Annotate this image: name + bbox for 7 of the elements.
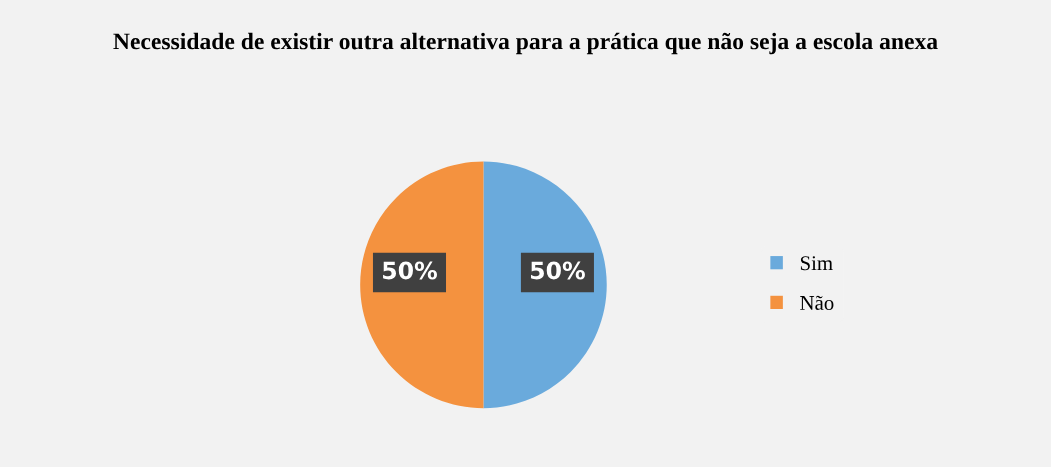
- data-label: 50%: [531, 261, 585, 280]
- legend-label: Não: [800, 295, 834, 310]
- chart-title: Necessidade de existir outra alternativa para a prática que não seja a escola anexa: [113, 32, 938, 55]
- data-label: 50%: [383, 261, 437, 280]
- pie-slice: [360, 161, 484, 409]
- legend-label: Sim: [800, 256, 833, 271]
- pie-slice: [483, 161, 607, 409]
